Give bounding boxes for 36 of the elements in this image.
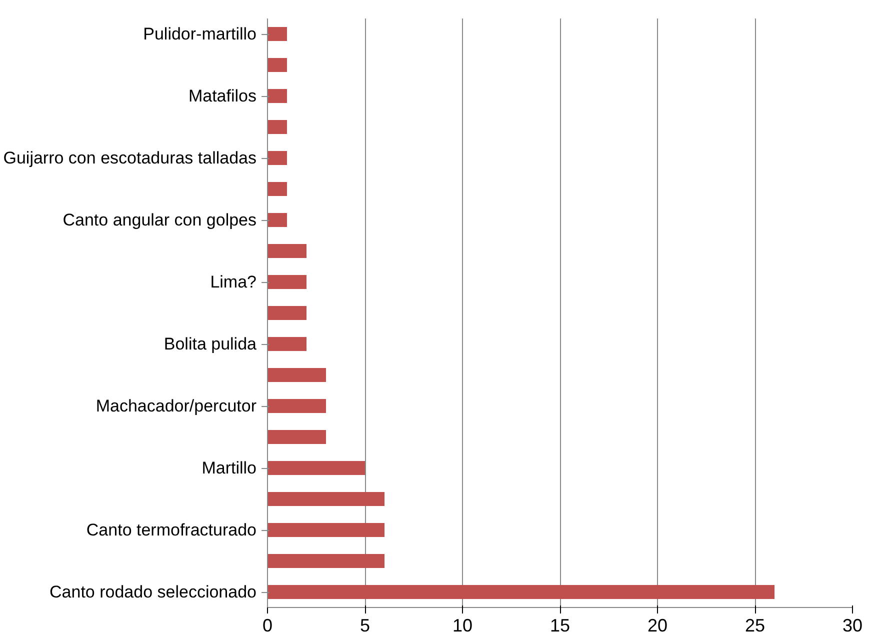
bar	[268, 244, 306, 258]
x-tick-label: 10	[452, 616, 473, 636]
bar	[268, 213, 287, 227]
y-tick-label: Matafilos	[188, 86, 257, 106]
bar	[268, 275, 306, 289]
x-tick-label: 0	[262, 616, 273, 636]
bar	[268, 461, 365, 475]
bar	[268, 368, 326, 382]
bar	[268, 399, 326, 413]
x-tick-label: 5	[360, 616, 370, 636]
bar	[268, 585, 774, 599]
bar	[268, 554, 384, 568]
y-tick-label: Canto angular con golpes	[62, 210, 256, 230]
y-tick-label: Canto rodado seleccionado	[50, 582, 257, 602]
x-tick-label: 25	[744, 616, 766, 636]
bar	[268, 89, 287, 103]
bar	[268, 430, 326, 444]
bar	[268, 523, 384, 537]
bar	[268, 492, 384, 506]
bar	[268, 337, 306, 351]
y-tick-label: Machacador/percutor	[96, 396, 257, 416]
y-tick-label: Guijarro con escotaduras talladas	[3, 148, 256, 168]
x-tick-label: 20	[647, 616, 668, 636]
bar	[268, 120, 287, 134]
bar	[268, 306, 306, 320]
bar	[268, 182, 287, 196]
y-tick-label: Lima?	[210, 272, 257, 292]
bar	[268, 27, 287, 41]
y-tick-label: Martillo	[202, 458, 257, 478]
bar	[268, 151, 287, 165]
x-tick-label: 30	[842, 616, 863, 636]
bar	[268, 58, 287, 72]
y-tick-label: Pulidor-martillo	[143, 24, 257, 44]
x-tick-label: 15	[550, 616, 570, 636]
y-tick-label: Bolita pulida	[164, 334, 258, 354]
y-tick-label: Canto termofracturado	[86, 520, 257, 540]
